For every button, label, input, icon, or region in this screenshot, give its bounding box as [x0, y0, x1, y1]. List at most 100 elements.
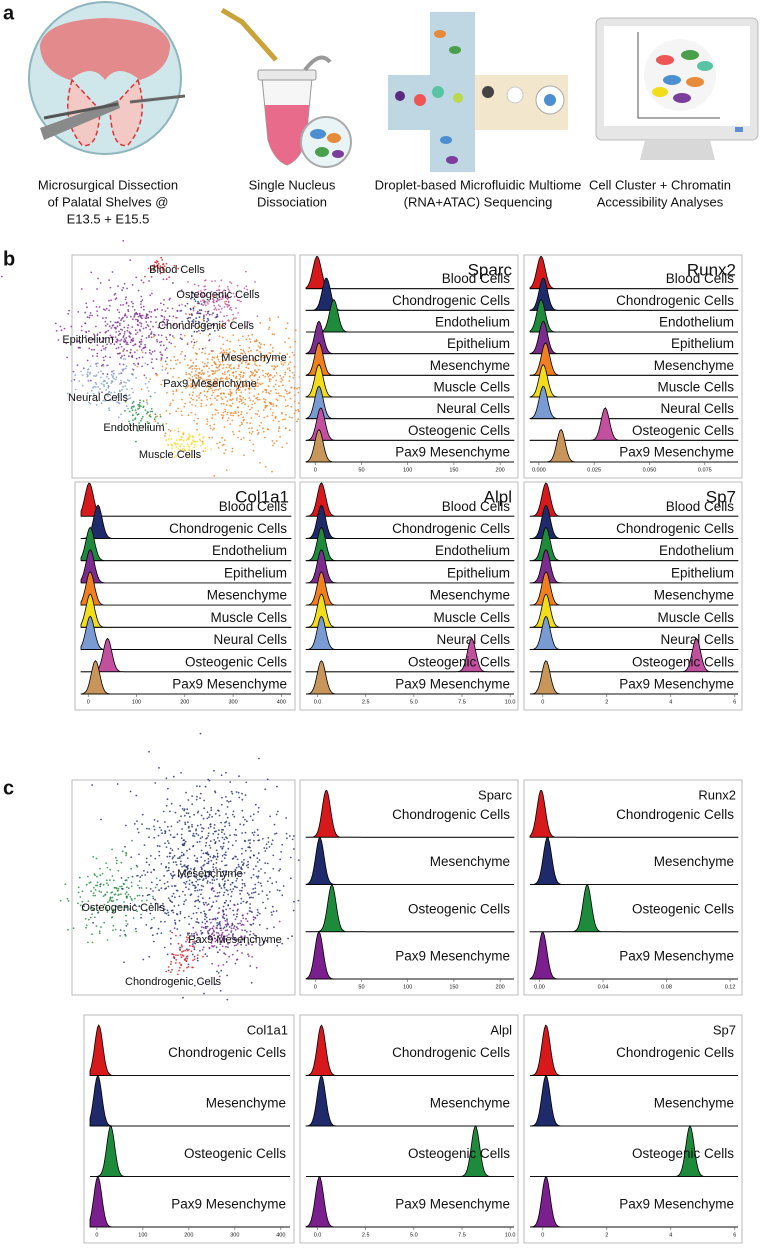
umap-point — [130, 881, 133, 884]
umap-point — [234, 355, 237, 358]
umap-point — [231, 844, 234, 847]
umap-point — [223, 371, 226, 373]
x-tick-label: 2 — [605, 1232, 608, 1238]
umap-point — [221, 416, 224, 419]
umap-point — [187, 384, 190, 387]
umap-point — [126, 316, 128, 318]
umap-point — [78, 380, 81, 382]
umap-point — [248, 388, 251, 391]
umap-point — [178, 819, 181, 822]
umap-point — [257, 839, 260, 842]
umap-point — [166, 338, 168, 341]
umap-point — [229, 834, 231, 837]
umap-point — [236, 380, 239, 383]
umap-point — [204, 953, 207, 956]
umap-point — [162, 303, 165, 306]
umap-point — [198, 394, 201, 396]
umap-point — [127, 324, 130, 327]
umap-point — [77, 902, 79, 905]
umap-point — [131, 405, 134, 408]
umap-point — [216, 300, 218, 303]
umap-point — [294, 409, 297, 412]
gene-title: Col1a1 — [247, 1022, 288, 1037]
umap-point — [193, 330, 196, 333]
umap-point — [134, 351, 136, 354]
umap-point — [267, 372, 270, 375]
umap-point — [240, 380, 242, 383]
umap-point — [207, 827, 210, 829]
umap-point — [165, 970, 168, 973]
umap-point — [126, 341, 128, 344]
umap-point — [201, 347, 204, 350]
umap-point — [127, 310, 130, 313]
row-label: Osteogenic Cells — [632, 901, 734, 916]
umap-point — [94, 381, 97, 384]
umap-point — [104, 324, 107, 327]
umap-point — [209, 333, 211, 335]
umap-point — [131, 409, 134, 412]
umap-point — [248, 893, 250, 896]
umap-point — [77, 891, 80, 894]
umap-point — [193, 874, 196, 877]
umap-point — [268, 380, 271, 383]
umap-point — [291, 838, 294, 841]
x-tick-label: 200 — [496, 984, 505, 990]
umap-point — [217, 304, 220, 306]
umap-point — [141, 356, 144, 359]
umap-point — [150, 331, 153, 333]
umap-point — [160, 359, 162, 362]
umap-point — [165, 410, 168, 412]
umap-point — [151, 351, 154, 353]
umap-point — [208, 300, 211, 303]
umap-point — [172, 367, 175, 370]
umap-point — [140, 417, 143, 420]
umap-point — [224, 953, 227, 956]
umap-point — [249, 930, 252, 933]
umap-point — [143, 374, 146, 377]
umap-point — [286, 322, 289, 325]
umap-point — [93, 394, 95, 397]
umap-point — [204, 352, 207, 355]
umap-point — [225, 771, 227, 774]
umap-point — [124, 401, 127, 403]
umap-point — [222, 349, 225, 352]
umap-point — [95, 365, 98, 368]
umap-point — [254, 360, 257, 362]
umap-point — [228, 926, 231, 928]
umap-point — [105, 330, 108, 333]
umap-point — [186, 443, 189, 445]
umap-point — [208, 937, 211, 940]
umap-point — [202, 380, 204, 383]
umap-point — [225, 899, 228, 902]
umap-point — [264, 872, 266, 874]
umap-point — [85, 883, 88, 886]
umap-point — [249, 903, 252, 905]
umap-point — [209, 855, 212, 858]
x-tick-label: 200 — [496, 467, 505, 473]
umap-point — [108, 325, 111, 328]
umap-point — [246, 892, 249, 895]
umap-point — [213, 389, 216, 392]
umap-point — [98, 907, 100, 909]
umap-point — [222, 910, 225, 913]
umap-point — [220, 377, 223, 379]
umap-point — [252, 918, 255, 921]
umap-point — [223, 926, 226, 929]
umap-point — [96, 400, 98, 402]
umap-point — [215, 900, 218, 902]
umap-point — [179, 953, 182, 956]
umap-point — [210, 806, 213, 809]
umap-point — [297, 402, 300, 405]
umap-point — [185, 387, 187, 390]
umap-point — [92, 921, 94, 924]
umap-point — [229, 900, 232, 902]
umap-point — [91, 941, 94, 944]
panel-label: b — [3, 248, 15, 270]
umap-point — [282, 418, 284, 421]
umap-point — [156, 267, 159, 269]
umap-point — [198, 878, 201, 881]
umap-point — [216, 297, 219, 300]
umap-point — [91, 348, 93, 351]
umap-point — [286, 392, 288, 395]
umap-point — [132, 400, 135, 403]
